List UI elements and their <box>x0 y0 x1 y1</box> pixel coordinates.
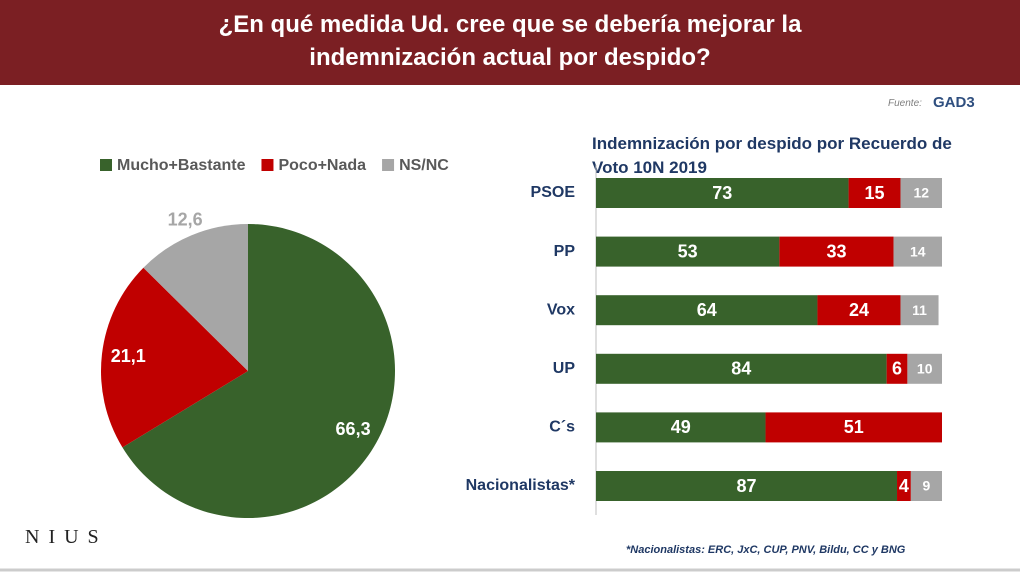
data-label: 51 <box>844 417 864 437</box>
bar-segment <box>893 236 942 267</box>
pie-slice <box>100 267 248 448</box>
data-label: 6 <box>892 359 902 379</box>
data-label: 4 <box>899 476 909 496</box>
data-label: 15 <box>865 183 885 203</box>
legend-swatch <box>261 159 274 171</box>
brand-logo: NIUS <box>25 526 108 548</box>
legend-swatch <box>382 159 395 171</box>
data-label: 21,1 <box>111 346 146 366</box>
data-label: 9 <box>923 478 931 494</box>
category-label: Vox <box>547 301 575 318</box>
bar-segment <box>900 178 942 208</box>
data-label: 12 <box>913 185 929 201</box>
bar-segment <box>596 353 887 384</box>
bar-segment <box>910 471 942 501</box>
bar-segment <box>596 295 818 326</box>
data-label: 11 <box>912 302 927 318</box>
bar-segment <box>907 353 942 384</box>
data-label: 64 <box>697 300 717 320</box>
data-label: 73 <box>712 183 732 203</box>
bar-segment <box>900 295 939 326</box>
legend-label: NS/NC <box>399 157 449 174</box>
bar-segment <box>596 178 849 208</box>
data-label: 10 <box>917 361 933 377</box>
bar-segment <box>817 295 901 326</box>
bar-segment <box>596 471 898 501</box>
page-title: ¿En qué medida Ud. cree que se debería m… <box>218 11 802 71</box>
category-label: PP <box>554 243 576 260</box>
header-band <box>0 0 1020 85</box>
source-label: Fuente: <box>888 98 922 109</box>
category-label: Nacionalistas* <box>466 477 576 494</box>
data-label: 12,6 <box>168 209 203 229</box>
category-label: C´s <box>549 419 575 436</box>
data-label: 33 <box>826 241 846 261</box>
pie-slice <box>143 224 248 371</box>
data-label: 84 <box>731 359 751 379</box>
bar-segment <box>765 412 942 443</box>
bar-segment <box>848 178 901 208</box>
bar-segment <box>596 412 766 443</box>
chart-title: Indemnización por despido por Recuerdo d… <box>592 134 952 177</box>
bar-segment <box>886 353 908 384</box>
data-label: 87 <box>736 476 756 496</box>
bar-segment <box>897 471 911 501</box>
footnote: *Nacionalistas: ERC, JxC, CUP, PNV, Bild… <box>626 544 906 556</box>
data-label: 49 <box>671 417 691 437</box>
legend-label: Mucho+Bastante <box>117 157 246 174</box>
pie-slice <box>122 224 396 518</box>
data-label: 14 <box>910 243 926 259</box>
data-label: 66,3 <box>336 419 371 439</box>
legend-label: Poco+Nada <box>278 157 366 174</box>
category-label: PSOE <box>531 184 576 201</box>
category-label: UP <box>553 360 576 377</box>
source-logo: GAD3 <box>933 94 975 111</box>
legend-swatch <box>100 159 112 171</box>
bar-segment <box>779 236 894 267</box>
data-label: 24 <box>849 300 869 320</box>
bar-segment <box>596 236 780 267</box>
data-label: 53 <box>678 241 698 261</box>
